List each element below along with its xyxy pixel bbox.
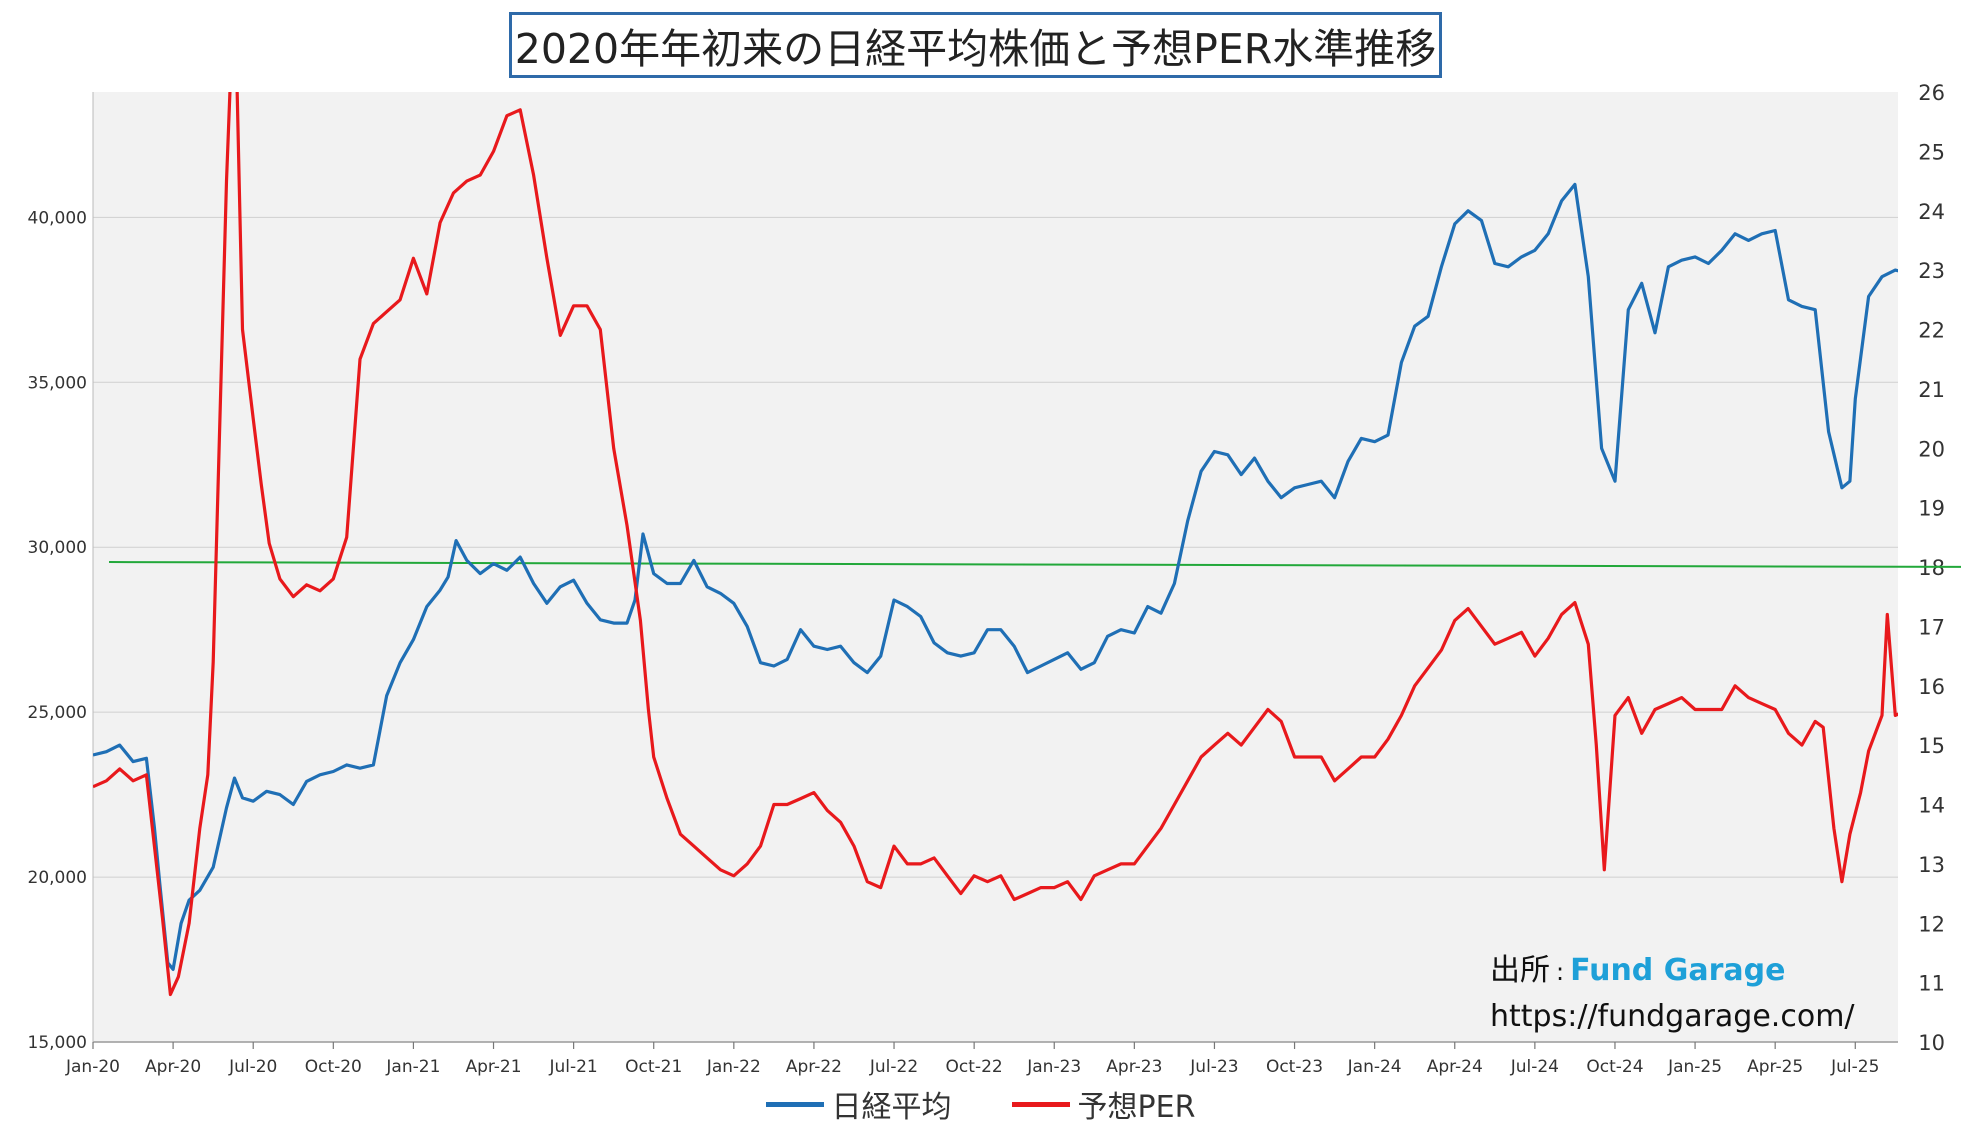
y-right-tick-label: 23 <box>1918 259 1945 283</box>
y-right-tick-label: 26 <box>1918 81 1945 105</box>
y-right-tick-label: 10 <box>1918 1031 1945 1055</box>
legend: 日経平均 予想PER <box>0 1082 1961 1126</box>
legend-item-nikkei: 日経平均 <box>765 1082 952 1126</box>
source-label: 出所 <box>1490 953 1550 988</box>
x-tick-label: Oct-22 <box>946 1057 1003 1077</box>
series-line-nikkei <box>93 182 1898 971</box>
y-right-tick-label: 16 <box>1918 675 1945 699</box>
x-tick-label: Oct-23 <box>1266 1057 1323 1077</box>
x-tick-label: Jan-21 <box>385 1057 440 1077</box>
x-tick-label: Apr-24 <box>1427 1057 1483 1077</box>
reference-line-layer <box>109 561 1961 568</box>
x-tick-label: Jul-22 <box>869 1057 918 1077</box>
x-tick-label: Oct-24 <box>1586 1057 1643 1077</box>
legend-swatch-per <box>1011 1101 1070 1107</box>
y-right-tick-label: 15 <box>1918 734 1945 758</box>
axis-layer: 15,000 20,000 25,000 30,000 35,000 40,000 10 11… <box>28 81 1945 1077</box>
x-tick-label: Oct-21 <box>625 1057 682 1077</box>
y-right-tick-label: 12 <box>1918 912 1945 936</box>
series-line-per <box>93 92 1898 997</box>
x-tick-label: Jul-24 <box>1510 1057 1559 1077</box>
legend-label-nikkei: 日経平均 <box>831 1090 952 1125</box>
y-right-tick-label: 19 <box>1918 497 1945 521</box>
y-left-tick-label: 15,000 <box>28 1033 87 1053</box>
x-tick-label: Jan-23 <box>1026 1057 1081 1077</box>
x-tick-label: Jul-20 <box>228 1057 277 1077</box>
x-tick-label: Jan-22 <box>706 1057 761 1077</box>
y-left-tick-label: 25,000 <box>28 703 87 723</box>
x-tick-label: Apr-21 <box>465 1057 521 1077</box>
chart-title: 2020年年初来の日経平均株価と予想PER水準推移 <box>509 12 1442 78</box>
x-tick-label: Jan-25 <box>1667 1057 1722 1077</box>
x-tick-label: Jul-25 <box>1830 1057 1879 1077</box>
series-layer <box>93 92 1898 997</box>
x-tick-label: Jul-21 <box>548 1057 597 1077</box>
source-brand: Fund Garage <box>1570 953 1786 988</box>
x-tick-label: Apr-20 <box>145 1057 201 1077</box>
y-right-tick-label: 11 <box>1918 972 1945 996</box>
source-url: https://fundgarage.com/ <box>1490 999 1855 1034</box>
x-tick-label: Apr-23 <box>1106 1057 1162 1077</box>
y-right-tick-label: 13 <box>1918 853 1945 877</box>
y-right-tick-label: 20 <box>1918 437 1945 461</box>
y-right-tick-label: 17 <box>1918 615 1945 639</box>
x-tick-label: Apr-22 <box>786 1057 842 1077</box>
y-right-tick-label: 21 <box>1918 378 1945 402</box>
y-right-tick-label: 25 <box>1918 140 1945 164</box>
x-tick-label: Jan-24 <box>1347 1057 1402 1077</box>
source-separator: : <box>1556 958 1565 986</box>
reference-line <box>109 561 1961 568</box>
y-right-tick-label: 22 <box>1918 319 1945 343</box>
y-left-tick-label: 35,000 <box>28 373 87 393</box>
y-left-tick-label: 30,000 <box>28 538 87 558</box>
legend-label-per: 予想PER <box>1077 1090 1196 1125</box>
legend-swatch-nikkei <box>765 1101 824 1107</box>
x-tick-label: Jan-20 <box>65 1057 120 1077</box>
x-tick-label: Jul-23 <box>1189 1057 1238 1077</box>
source-credit: 出所 : Fund Garage https://fundgarage.com/ <box>1490 945 1855 1034</box>
y-left-tick-label: 20,000 <box>28 868 87 888</box>
x-tick-label: Apr-25 <box>1747 1057 1803 1077</box>
source-line: 出所 : Fund Garage <box>1490 945 1855 989</box>
plot-area <box>93 92 1898 1042</box>
x-tick-label: Oct-20 <box>305 1057 362 1077</box>
y-right-tick-label: 14 <box>1918 794 1945 818</box>
legend-item-per: 予想PER <box>1011 1082 1196 1126</box>
y-right-tick-label: 18 <box>1918 556 1945 580</box>
y-left-tick-label: 40,000 <box>28 208 87 228</box>
y-right-tick-label: 24 <box>1918 200 1945 224</box>
